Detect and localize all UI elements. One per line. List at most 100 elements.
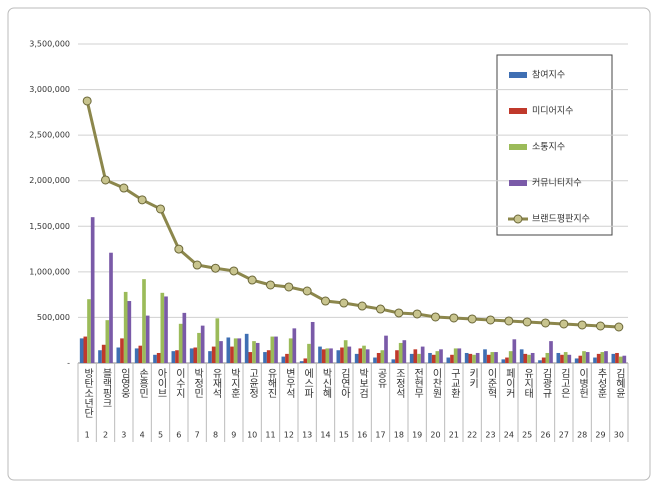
bar bbox=[325, 348, 330, 363]
bar bbox=[549, 341, 553, 363]
bar bbox=[395, 350, 399, 363]
category-number: 13 bbox=[302, 431, 312, 440]
bar bbox=[604, 351, 608, 363]
category-number: 26 bbox=[540, 431, 550, 440]
bar bbox=[340, 347, 344, 363]
x-tick-label: 에스파 bbox=[302, 368, 314, 399]
y-tick-label: 3,000,000 bbox=[29, 85, 70, 94]
category-number: 5 bbox=[158, 431, 163, 440]
y-tick-label: - bbox=[67, 359, 70, 368]
bar bbox=[321, 349, 326, 363]
bar bbox=[281, 356, 286, 363]
bar bbox=[527, 354, 531, 363]
category-number: 17 bbox=[375, 431, 385, 440]
x-tick-label: 고윤정 bbox=[247, 368, 259, 398]
legend-label: 커뮤니티지수 bbox=[532, 178, 582, 189]
x-tick-label: 박정민 bbox=[192, 368, 204, 398]
bar bbox=[134, 348, 139, 363]
bar bbox=[178, 323, 183, 363]
line-marker bbox=[339, 298, 349, 308]
line-marker bbox=[541, 318, 550, 328]
bar bbox=[156, 352, 161, 363]
bar bbox=[255, 342, 260, 363]
line-marker bbox=[467, 314, 477, 324]
bar bbox=[164, 296, 168, 363]
bar bbox=[618, 356, 623, 363]
category-number: 6 bbox=[176, 431, 181, 440]
bar bbox=[545, 352, 550, 363]
x-tick-label: 김광규 bbox=[540, 368, 552, 399]
line-marker bbox=[266, 280, 275, 290]
x-tick-label: 변우석 bbox=[283, 368, 295, 399]
bar bbox=[457, 348, 462, 363]
legend-label: 참여지수 bbox=[532, 69, 565, 81]
legend-marker bbox=[513, 214, 523, 224]
bar bbox=[446, 357, 451, 363]
bar bbox=[200, 325, 205, 363]
x-tick-label: 유재석 bbox=[210, 368, 222, 399]
x-tick-label: 임영웅 bbox=[118, 367, 130, 398]
bar bbox=[512, 339, 517, 363]
category-number: 25 bbox=[522, 431, 532, 440]
y-tick-label: 1,000,000 bbox=[29, 267, 70, 276]
bar bbox=[409, 353, 414, 363]
bar bbox=[83, 336, 88, 363]
bar bbox=[153, 354, 157, 363]
line-marker bbox=[82, 96, 92, 106]
bar bbox=[307, 343, 311, 363]
x-tick-label: 페이커 bbox=[503, 368, 515, 399]
line-marker bbox=[156, 204, 165, 214]
bar bbox=[431, 354, 436, 363]
bar bbox=[413, 349, 418, 363]
bar bbox=[189, 348, 194, 363]
bar bbox=[530, 352, 535, 363]
bar bbox=[211, 346, 216, 363]
category-number: 19 bbox=[412, 431, 422, 440]
line-marker bbox=[101, 175, 110, 185]
x-tick-label: 블랙핑크 bbox=[100, 368, 112, 408]
bar bbox=[563, 352, 568, 363]
bar bbox=[417, 353, 421, 363]
bar bbox=[508, 351, 513, 363]
x-tick-label: 이준혁 bbox=[485, 368, 497, 399]
bar bbox=[468, 353, 473, 363]
bar bbox=[475, 352, 480, 363]
category-number: 10 bbox=[247, 431, 257, 440]
bar bbox=[428, 352, 432, 363]
bar bbox=[380, 350, 385, 363]
line-marker bbox=[577, 320, 587, 330]
line-marker bbox=[522, 317, 532, 327]
category-number: 15 bbox=[339, 431, 349, 440]
x-tick-label: 김혜윤 bbox=[613, 368, 625, 398]
x-tick-label: 구교환 bbox=[448, 368, 460, 398]
bar bbox=[376, 352, 381, 363]
line-marker bbox=[192, 260, 202, 270]
category-number: 3 bbox=[121, 431, 126, 440]
bar bbox=[365, 349, 370, 363]
bar bbox=[252, 341, 256, 363]
bar bbox=[402, 340, 407, 363]
bar bbox=[578, 355, 583, 363]
x-tick-label: 유해진 bbox=[265, 368, 277, 398]
bar bbox=[600, 352, 605, 363]
bar bbox=[142, 279, 146, 363]
bar bbox=[226, 337, 231, 363]
bar bbox=[615, 352, 619, 363]
bar bbox=[299, 361, 304, 363]
bar bbox=[439, 349, 443, 363]
x-tick-label: 전현무 bbox=[412, 368, 424, 399]
legend-swatch bbox=[509, 108, 527, 114]
bar bbox=[373, 357, 377, 363]
category-number: 2 bbox=[103, 431, 108, 440]
line-marker bbox=[357, 301, 367, 311]
bar bbox=[244, 333, 249, 363]
category-number: 21 bbox=[449, 431, 459, 440]
category-number: 11 bbox=[265, 431, 275, 440]
bar bbox=[472, 354, 476, 363]
x-tick-label: 김고은 bbox=[558, 368, 570, 398]
x-tick-label: 김연아 bbox=[338, 368, 350, 399]
bar bbox=[292, 328, 297, 363]
bar bbox=[435, 351, 440, 363]
bar bbox=[123, 291, 128, 363]
bar bbox=[285, 353, 289, 363]
